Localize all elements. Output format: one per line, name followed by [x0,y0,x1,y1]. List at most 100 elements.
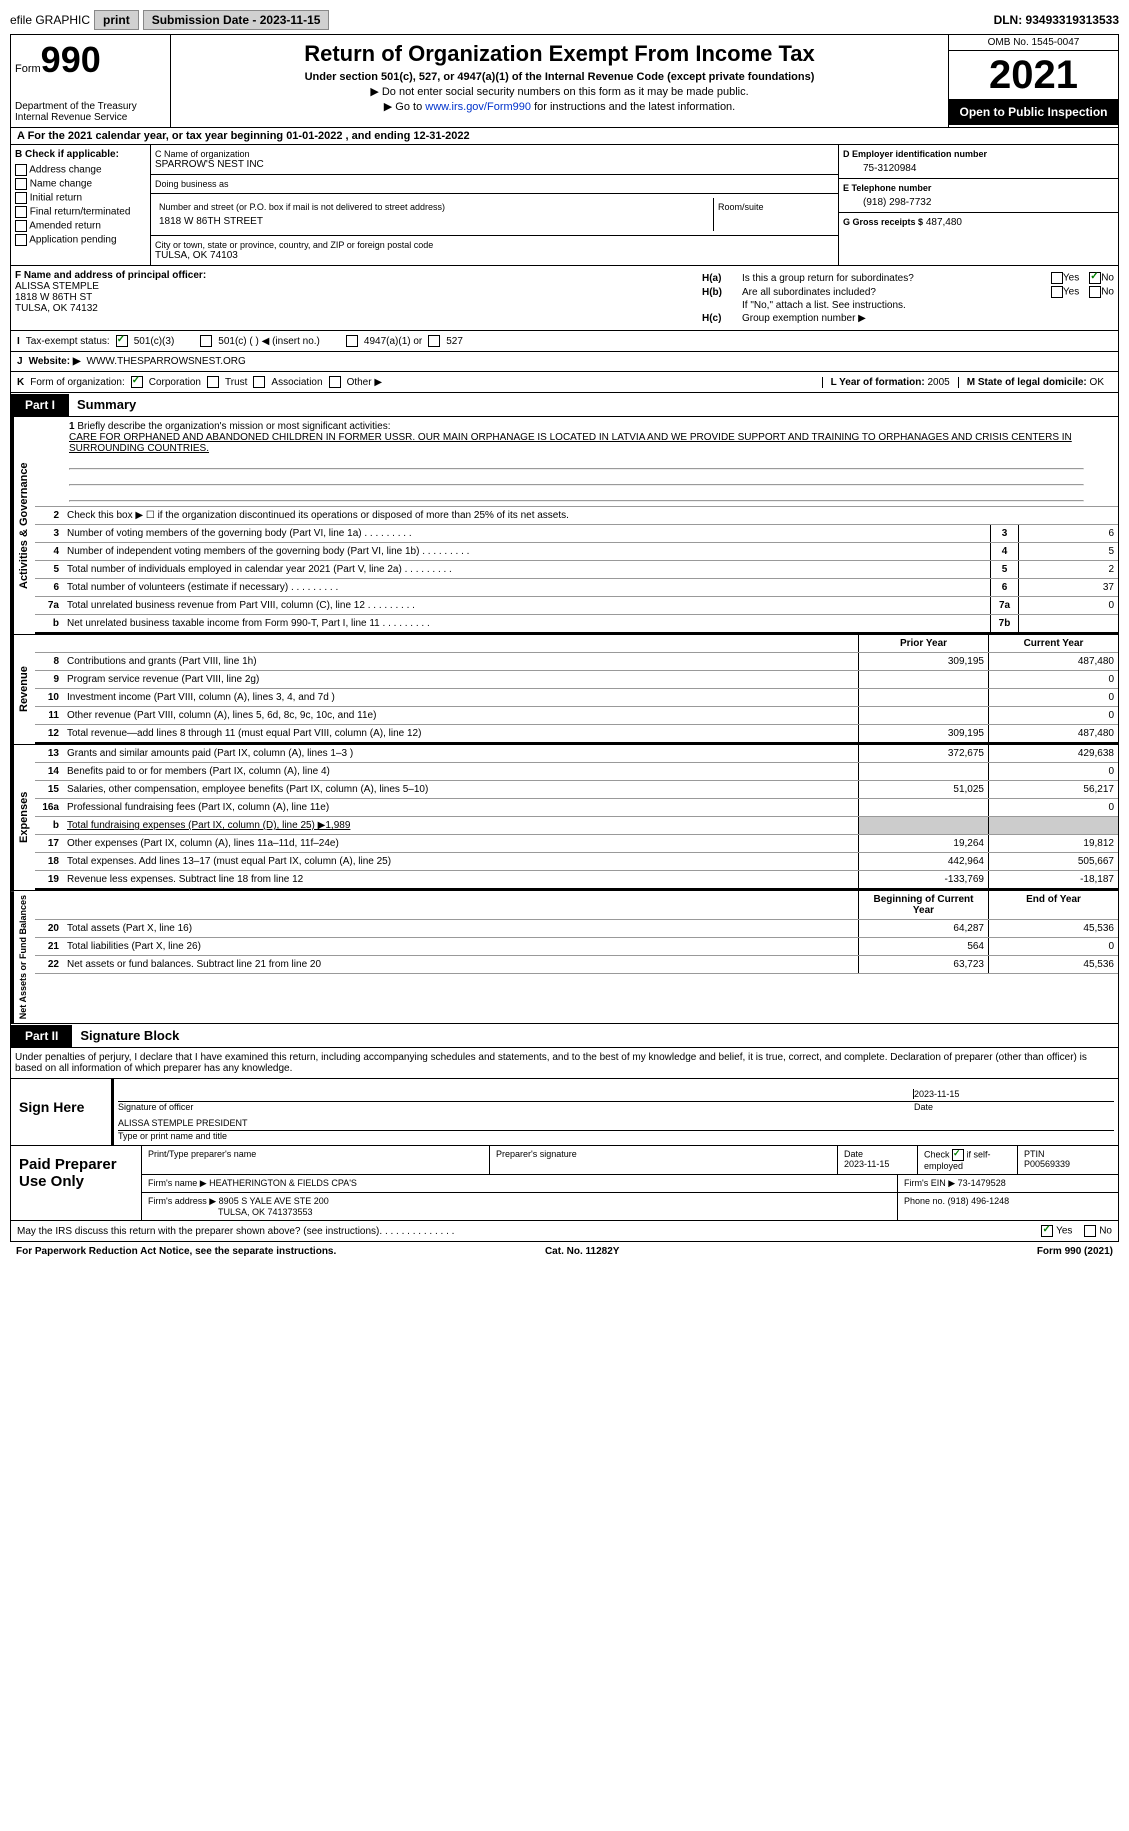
omb-number: OMB No. 1545-0047 [949,35,1118,51]
cb-527[interactable] [428,335,440,347]
tab-activities: Activities & Governance [11,417,35,634]
netassets-section: Net Assets or Fund Balances Beginning of… [10,891,1119,1024]
line3: Number of voting members of the governin… [63,525,990,542]
firm-name: ▶ HEATHERINGTON & FIELDS CPA'S [200,1178,357,1188]
footer: For Paperwork Reduction Act Notice, see … [10,1242,1119,1261]
section-top: B Check if applicable: Address change Na… [10,145,1119,266]
city-value: TULSA, OK 74103 [155,250,834,261]
addr-label: Number and street (or P.O. box if mail i… [155,198,713,216]
paperwork-notice: For Paperwork Reduction Act Notice, see … [16,1246,336,1257]
ha-label: H(a) [702,273,742,284]
sign-block: Sign Here 2023-11-15 Signature of office… [10,1079,1119,1146]
prior-year-hdr: Prior Year [858,635,988,652]
cb-trust[interactable] [207,376,219,388]
cb-4947[interactable] [346,335,358,347]
year-formation: 2005 [927,377,949,388]
form-note2: ▶ Go to www.irs.gov/Form990 for instruct… [177,100,942,113]
line22-p: 63,723 [858,956,988,973]
ein-label: D Employer identification number [843,149,1114,159]
line10-p [858,689,988,706]
officer-label: F Name and address of principal officer: [15,270,694,281]
cb-other[interactable] [329,376,341,388]
cb-name-change[interactable]: Name change [15,178,146,190]
irs-yes[interactable]: Yes [1041,1225,1072,1237]
line17-p: 19,264 [858,835,988,852]
ha-no[interactable]: No [1089,272,1114,284]
tax-year: 2021 [949,51,1118,99]
line17-c: 19,812 [988,835,1118,852]
line11: Other revenue (Part VIII, column (A), li… [63,707,858,724]
line15-c: 56,217 [988,781,1118,798]
city-label: City or town, state or province, country… [155,240,834,250]
cb-initial-return[interactable]: Initial return [15,192,146,204]
dln: DLN: 93493319313533 [994,13,1119,27]
hb-text: Are all subordinates included? [742,287,1051,298]
line18-c: 505,667 [988,853,1118,870]
line13: Grants and similar amounts paid (Part IX… [63,745,858,762]
officer-addr2: TULSA, OK 74132 [15,303,694,314]
line12: Total revenue—add lines 8 through 11 (mu… [63,725,858,742]
state-domicile: OK [1090,377,1104,388]
hb-label: H(b) [702,287,742,298]
cb-amended[interactable]: Amended return [15,220,146,232]
line18-p: 442,964 [858,853,988,870]
line7a-val: 0 [1018,597,1118,614]
open-inspection: Open to Public Inspection [949,99,1118,125]
line10: Investment income (Part VIII, column (A)… [63,689,858,706]
preparer-label: Paid Preparer Use Only [11,1146,141,1220]
line20-p: 64,287 [858,920,988,937]
cb-address-change[interactable]: Address change [15,164,146,176]
line16a: Professional fundraising fees (Part IX, … [63,799,858,816]
irs-no[interactable]: No [1084,1225,1112,1237]
line7a: Total unrelated business revenue from Pa… [63,597,990,614]
ha-yes[interactable]: Yes [1051,272,1079,284]
hc-label: H(c) [702,313,742,324]
print-button[interactable]: print [94,10,139,30]
penalty-text: Under penalties of perjury, I declare th… [10,1048,1119,1079]
line11-p [858,707,988,724]
cb-selfemp[interactable] [952,1149,964,1161]
cb-final-return[interactable]: Final return/terminated [15,206,146,218]
line15-p: 51,025 [858,781,988,798]
org-name-label: C Name of organization [155,149,834,159]
efile-label: efile GRAPHIC [10,13,90,27]
ha-text: Is this a group return for subordinates? [742,273,1051,284]
tab-revenue: Revenue [11,635,35,744]
cat-no: Cat. No. 11282Y [545,1246,619,1257]
form-title: Return of Organization Exempt From Incom… [177,41,942,67]
line13-c: 429,638 [988,745,1118,762]
preparer-block: Paid Preparer Use Only Print/Type prepar… [10,1146,1119,1221]
line20: Total assets (Part X, line 16) [63,920,858,937]
prep-name-lbl: Print/Type preparer's name [142,1146,490,1174]
name-title-label: Type or print name and title [118,1131,1114,1141]
cb-501c3[interactable] [116,335,128,347]
dept-label: Department of the Treasury Internal Reve… [15,101,166,123]
cb-application[interactable]: Application pending [15,234,146,246]
sign-date: 2023-11-15 [914,1089,1114,1099]
form-ref: Form 990 (2021) [1037,1246,1113,1257]
sig-label: Signature of officer [118,1102,914,1112]
line5-val: 2 [1018,561,1118,578]
cb-501c[interactable] [200,335,212,347]
addr-value: 1818 W 86TH STREET [155,216,713,231]
prep-date: 2023-11-15 [844,1159,889,1169]
current-year-hdr: Current Year [988,635,1118,652]
form-word: Form [15,63,41,75]
begin-hdr: Beginning of Current Year [858,891,988,919]
hb-no[interactable]: No [1089,286,1114,298]
row-i: I Tax-exempt status: 501(c)(3) 501(c) ( … [10,331,1119,352]
line10-c: 0 [988,689,1118,706]
form-header: Form990 Department of the Treasury Inter… [10,34,1119,128]
cb-assoc[interactable] [253,376,265,388]
line9-c: 0 [988,671,1118,688]
hc-text: Group exemption number ▶ [742,313,1114,324]
hb-yes[interactable]: Yes [1051,286,1079,298]
part1-header: Part I Summary [10,393,1119,417]
firm-addr: ▶ 8905 S YALE AVE STE 200 [209,1196,329,1206]
firm-city: TULSA, OK 741373553 [148,1207,313,1217]
cb-corp[interactable] [131,376,143,388]
irs-discuss-row: May the IRS discuss this return with the… [10,1221,1119,1242]
briefly-label: Briefly describe the organization's miss… [77,421,390,432]
irs-link[interactable]: www.irs.gov/Form990 [425,101,531,113]
irs-discuss-text: May the IRS discuss this return with the… [17,1226,379,1237]
